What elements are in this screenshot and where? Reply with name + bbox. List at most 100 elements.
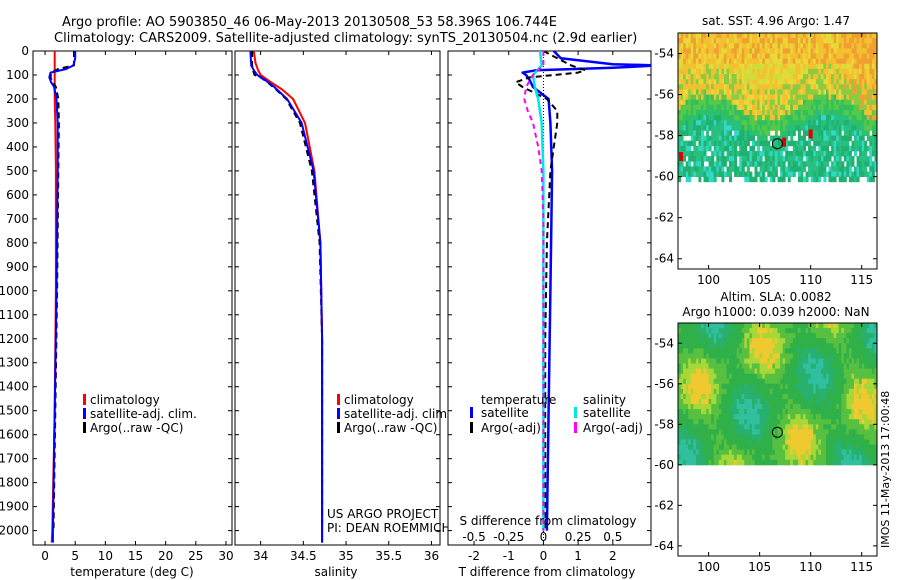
heatmap-cell <box>841 328 845 334</box>
heatmap-cell <box>703 38 707 44</box>
heatmap-cell <box>803 328 806 334</box>
heatmap-cell <box>772 58 776 65</box>
heatmap-cell <box>790 79 794 85</box>
heatmap-cell <box>800 338 804 344</box>
heatmap-cell <box>869 38 873 44</box>
heatmap-cell <box>813 115 817 121</box>
heatmap-cell <box>721 43 725 49</box>
heatmap-cell <box>749 353 753 359</box>
heatmap-cell <box>711 38 715 44</box>
heatmap-cell <box>787 409 791 415</box>
heatmap-cell <box>861 409 865 415</box>
heatmap-cell <box>871 33 875 39</box>
heatmap-cell <box>871 449 875 456</box>
heatmap-cell <box>713 383 717 390</box>
heatmap-cell <box>744 84 748 90</box>
heatmap-cell <box>820 404 824 410</box>
heatmap-cell <box>826 393 829 400</box>
heatmap-cell <box>820 89 824 95</box>
heatmap-cell <box>690 444 694 451</box>
heatmap-cell <box>818 434 822 440</box>
heatmap-cell <box>736 378 740 385</box>
heatmap-cell <box>711 358 715 364</box>
heatmap-cell <box>774 454 778 461</box>
heatmap-cell <box>792 414 796 420</box>
heatmap-cell <box>808 383 812 390</box>
heatmap-cell <box>869 79 873 85</box>
heatmap-cell <box>752 368 755 375</box>
heatmap-cell <box>803 115 806 121</box>
heatmap-cell <box>757 135 761 142</box>
heatmap-cell <box>769 409 773 415</box>
heatmap-cell <box>866 358 870 364</box>
heatmap-cell <box>736 333 740 339</box>
heatmap-cell <box>826 454 829 461</box>
heatmap-cell <box>831 84 835 90</box>
heatmap-cell <box>685 43 689 49</box>
heatmap-cell <box>851 58 855 65</box>
heatmap-cell <box>744 151 748 157</box>
heatmap-cell <box>808 43 812 49</box>
heatmap-cell <box>841 53 845 59</box>
heatmap-cell <box>818 63 822 70</box>
heatmap-cell <box>869 454 873 461</box>
heatmap-cell <box>754 383 758 390</box>
heatmap-cell <box>718 404 722 410</box>
heatmap-cell <box>810 328 814 334</box>
heatmap-cell <box>831 434 835 440</box>
heatmap-cell <box>866 378 870 385</box>
heatmap-cell <box>762 84 766 90</box>
heatmap-cell <box>861 156 865 162</box>
heatmap-cell <box>690 424 694 430</box>
heatmap-cell <box>708 58 712 65</box>
heatmap-cell <box>767 388 771 395</box>
heatmap-cell <box>859 84 863 90</box>
heatmap-cell <box>836 383 840 390</box>
heatmap-cell <box>726 120 730 126</box>
heatmap-cell <box>859 145 863 152</box>
heatmap-cell <box>711 378 715 385</box>
heatmap-cell <box>693 151 697 157</box>
heatmap-cell <box>777 393 781 400</box>
heatmap-cell <box>769 358 773 364</box>
heatmap-cell <box>772 343 776 349</box>
heatmap-cell <box>757 120 761 126</box>
heatmap-cell <box>843 33 847 39</box>
heatmap-cell <box>797 378 801 385</box>
heatmap-cell <box>678 388 681 395</box>
heatmap-cell <box>828 135 832 142</box>
heatmap-cell <box>815 459 819 466</box>
heatmap-cell <box>734 429 738 435</box>
project-annotation-line1: US ARGO PROJECT <box>327 507 439 521</box>
heatmap-cell <box>808 68 812 75</box>
heatmap-cell <box>764 89 768 95</box>
heatmap-cell <box>693 328 697 334</box>
heatmap-cell <box>836 84 840 90</box>
heatmap-cell <box>874 156 878 162</box>
heatmap-cell <box>774 68 778 75</box>
heatmap-cell <box>803 53 806 59</box>
heatmap-cell <box>739 449 743 456</box>
heatmap-cell <box>685 89 689 95</box>
heatmap-cell <box>723 363 727 369</box>
heatmap-cell <box>777 409 781 415</box>
heatmap-cell <box>718 449 722 456</box>
heatmap-cell <box>769 378 773 385</box>
heatmap-cell <box>828 434 832 440</box>
heatmap-cell <box>695 429 699 435</box>
heatmap-cell <box>869 328 873 334</box>
heatmap-cell <box>695 94 699 101</box>
heatmap-cell <box>780 115 784 121</box>
heatmap-cell <box>859 348 863 354</box>
heatmap-cell <box>678 89 681 95</box>
heatmap-cell <box>823 328 827 334</box>
heatmap-cell <box>769 419 773 425</box>
heatmap-cell <box>729 444 732 451</box>
heatmap-cell <box>800 140 804 147</box>
heatmap-cell <box>864 151 868 157</box>
heatmap-cell <box>769 135 773 142</box>
heatmap-cell <box>721 156 725 162</box>
heatmap-cell <box>797 404 801 410</box>
heatmap-cell <box>831 414 835 420</box>
heatmap-cell <box>764 429 768 435</box>
